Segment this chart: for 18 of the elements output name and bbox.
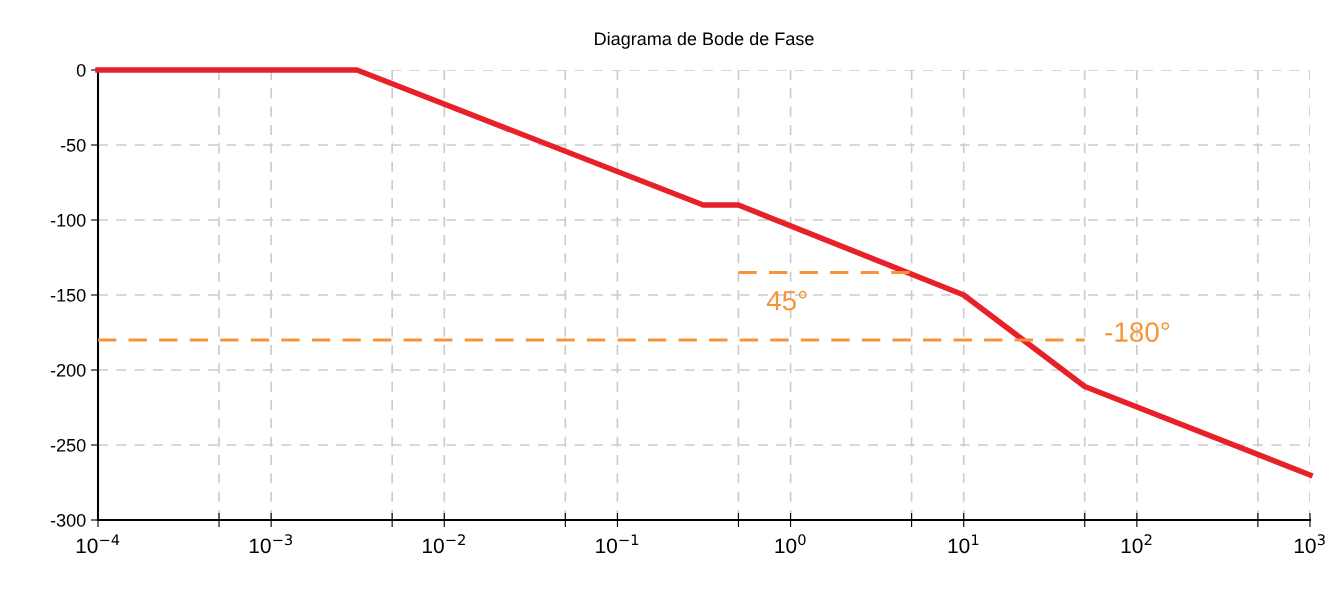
annotation: -180° xyxy=(1105,322,1170,342)
annotation: 45° xyxy=(766,290,807,311)
y-tick-label: -150 xyxy=(50,288,86,302)
y-tick-label: 0 xyxy=(76,63,86,77)
x-tick-label: 10$^{−1}$ xyxy=(596,534,639,554)
x-tick-label: 10$^{−4}$ xyxy=(76,534,120,554)
x-tick-label: 10$^{−2}$ xyxy=(423,534,465,554)
y-tick-label: -250 xyxy=(50,438,86,452)
x-tick-label: 10$^{3}$ xyxy=(1294,534,1325,554)
x-tick-label: 10$^{2}$ xyxy=(1121,534,1152,554)
chart-title: Diagrama de Bode de Fase xyxy=(595,31,814,49)
x-tick-label: 10$^{1}$ xyxy=(948,534,979,554)
y-tick-label: -200 xyxy=(50,363,86,377)
y-tick-label: -300 xyxy=(50,513,86,527)
x-tick-label: 10$^{−3}$ xyxy=(249,534,293,554)
y-tick-label: -100 xyxy=(50,213,86,227)
y-tick-label: -50 xyxy=(60,138,86,152)
x-tick-label: 10$^{0}$ xyxy=(775,534,806,554)
